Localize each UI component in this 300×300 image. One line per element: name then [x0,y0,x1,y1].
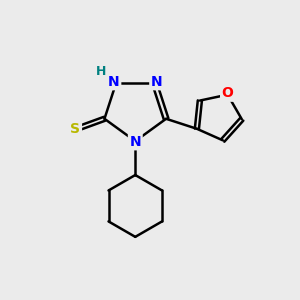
Text: S: S [70,122,80,136]
Text: H: H [96,65,107,78]
Text: N: N [151,75,163,89]
Text: O: O [222,86,234,100]
Text: N: N [130,135,141,149]
Text: N: N [108,75,120,89]
